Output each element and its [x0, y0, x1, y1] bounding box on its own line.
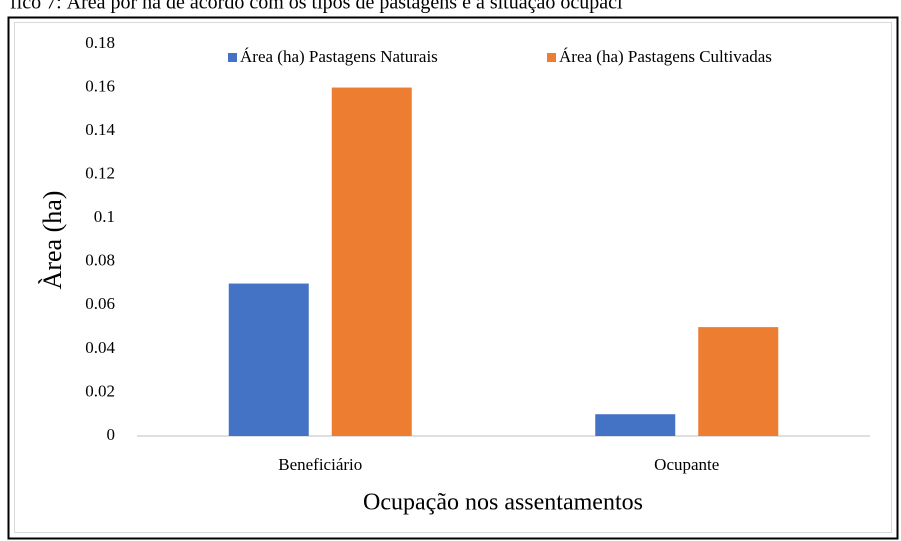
x-tick-label: Ocupante: [654, 455, 719, 474]
bar: [595, 414, 676, 436]
chart-area: [14, 22, 892, 533]
y-tick-label: 0.04: [85, 338, 115, 357]
y-tick-label: 0.08: [85, 251, 115, 270]
chart-frame: [7, 16, 899, 540]
legend-label: Área (ha) Pastagens Naturais: [240, 47, 438, 66]
x-axis-label: Ocupação nos assentamentos: [363, 490, 643, 516]
x-tick-label: Beneficiário: [278, 455, 362, 474]
legend-label: Área (ha) Pastagens Cultivadas: [559, 47, 772, 66]
y-tick-label: 0: [107, 425, 116, 444]
y-tick-label: 0.12: [85, 164, 115, 183]
y-tick-label: 0.14: [85, 120, 115, 139]
y-tick-label: 0.1: [94, 207, 115, 226]
bar: [698, 327, 779, 436]
bar: [228, 283, 309, 436]
legend-swatch: [547, 53, 556, 62]
y-tick-label: 0.06: [85, 294, 115, 313]
y-axis-label: Àrea (ha): [38, 191, 67, 290]
y-tick-label: 0.02: [85, 381, 115, 400]
chart-title: fico 7: Área por ha de acordo com os tip…: [10, 0, 623, 14]
bar: [331, 87, 412, 437]
y-tick-label: 0.18: [85, 33, 115, 52]
y-tick-label: 0.16: [85, 76, 115, 95]
legend-swatch: [228, 53, 237, 62]
